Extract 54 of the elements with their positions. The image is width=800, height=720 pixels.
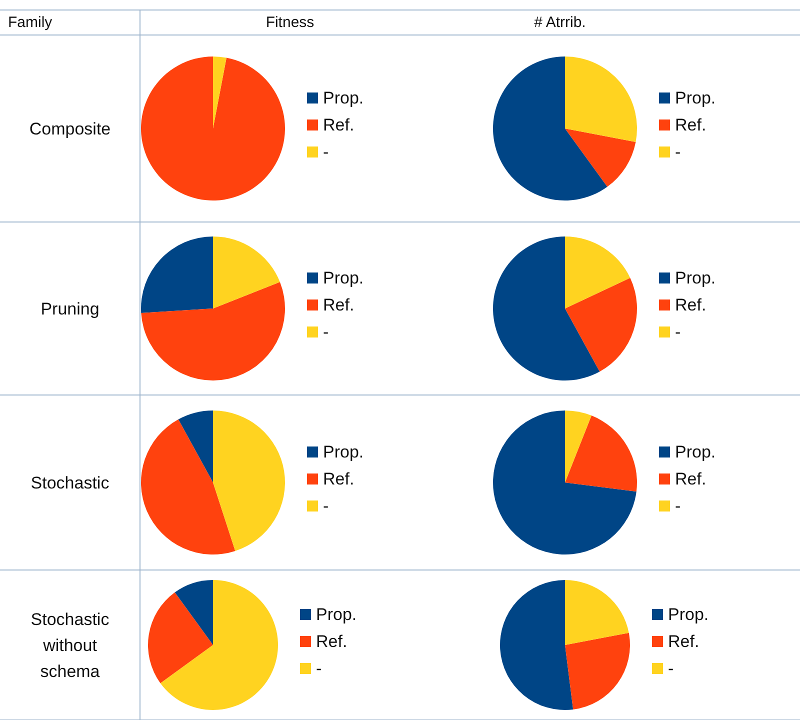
legend-label: Prop.	[323, 442, 364, 462]
legend-label: Prop.	[668, 605, 709, 624]
pie-slice	[141, 236, 213, 314]
pie-slice	[565, 580, 629, 645]
text: Family	[8, 14, 53, 31]
pie-slice	[141, 282, 285, 380]
legend-label: Ref.	[323, 470, 354, 488]
legend-label: Prop.	[316, 605, 357, 624]
legend-label: -	[316, 659, 322, 678]
text: Stochastic	[30, 474, 110, 492]
legend-label: Prop.	[675, 442, 716, 462]
pie-slice	[493, 236, 600, 380]
legend-label: Ref.	[675, 470, 706, 488]
pie-slice	[565, 632, 630, 710]
legend-label: -	[675, 142, 681, 162]
legend-label: Prop.	[675, 268, 716, 288]
legend-label: Ref.	[675, 116, 706, 134]
pie-slice	[141, 56, 285, 200]
pie-slice	[565, 278, 637, 372]
pie-slice	[493, 410, 636, 554]
pie-slice	[500, 580, 574, 710]
text: Pruning	[40, 300, 100, 318]
pie-slice	[565, 416, 637, 492]
legend-label: -	[323, 322, 329, 342]
pie-slice	[141, 419, 236, 554]
pie-slice	[213, 236, 280, 308]
text: Composite	[29, 120, 111, 138]
pie-slice	[565, 128, 636, 187]
pie-slice	[565, 236, 630, 308]
pie-slice	[178, 410, 213, 482]
legend-label: Prop.	[675, 88, 716, 108]
legend-label: Ref.	[316, 632, 348, 651]
text: Stochastic without schema	[30, 610, 110, 681]
text: Fitness	[266, 14, 314, 31]
pie-slice	[493, 56, 608, 200]
legend-label: Ref.	[668, 632, 700, 651]
legend-label: Ref.	[323, 116, 354, 134]
pie-slice	[565, 410, 592, 482]
pie-slice	[565, 56, 637, 142]
legend-label: -	[675, 322, 681, 342]
pie-slice	[148, 592, 213, 684]
legend-label: -	[323, 496, 329, 516]
pie-slice	[213, 56, 226, 128]
legend-label: Prop.	[323, 268, 364, 288]
legend-label: -	[675, 496, 681, 516]
pie-slice	[160, 580, 278, 710]
text: # Atrrib.	[534, 14, 586, 31]
legend-label: Ref.	[323, 296, 354, 314]
legend-label: Prop.	[323, 88, 364, 108]
legend-label: -	[323, 142, 329, 162]
pie-slice	[213, 410, 285, 551]
pie-slice	[174, 580, 213, 645]
legend-label: Ref.	[675, 296, 706, 314]
legend-label: -	[668, 659, 674, 678]
